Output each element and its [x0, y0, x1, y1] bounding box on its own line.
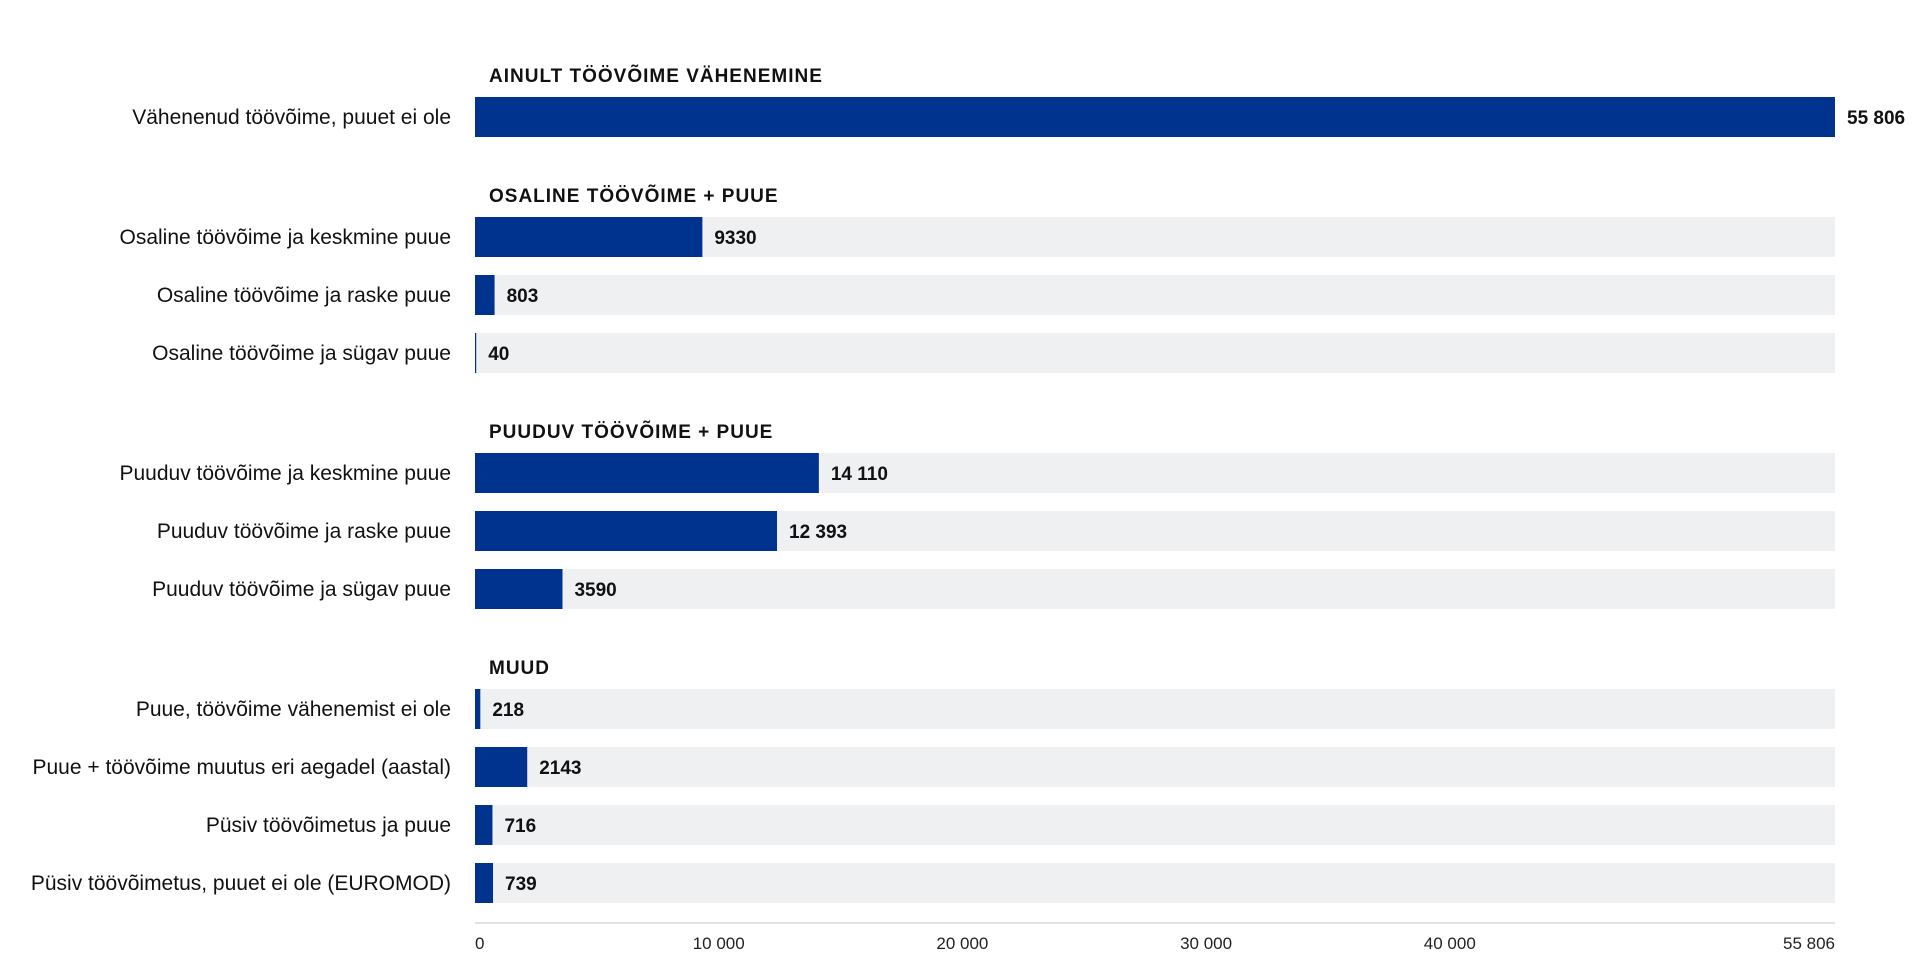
data-label: 803 [507, 286, 539, 307]
bar [475, 747, 528, 787]
group-title: MUUD [489, 658, 550, 679]
bar [475, 217, 703, 257]
category-label: Püsiv töövõimetus, puuet ei ole (EUROMOD… [31, 872, 451, 895]
data-label: 9330 [714, 228, 756, 249]
bar [475, 569, 563, 609]
bar [475, 453, 819, 493]
bar-track [475, 863, 1835, 903]
data-label: 2143 [539, 758, 581, 779]
data-label: 739 [505, 874, 537, 895]
bar-track [475, 805, 1835, 845]
bar-track [475, 333, 1835, 373]
category-label: Puuduv töövõime ja sügav puue [152, 578, 451, 601]
bar-track [475, 569, 1835, 609]
bar [475, 97, 1835, 137]
data-label: 55 806 [1847, 108, 1905, 129]
category-label: Osaline töövõime ja keskmine puue [119, 226, 451, 249]
data-label: 12 393 [789, 522, 847, 543]
data-label: 218 [492, 700, 524, 721]
tick-label: 20 000 [936, 934, 988, 953]
data-label: 14 110 [831, 464, 888, 485]
category-label: Osaline töövõime ja raske puue [157, 284, 451, 307]
category-label: Puuduv töövõime ja keskmine puue [119, 462, 451, 485]
bar-track [475, 747, 1835, 787]
bar [475, 275, 495, 315]
bar [475, 511, 778, 551]
bar [475, 863, 494, 903]
category-label: Puuduv töövõime ja raske puue [157, 520, 451, 543]
bar [475, 333, 477, 373]
bar [475, 805, 493, 845]
bar-track [475, 275, 1835, 315]
category-label: Vähenenud töövõime, puuet ei ole [132, 106, 451, 129]
data-label: 3590 [574, 580, 616, 601]
bar-track [475, 689, 1835, 729]
category-label: Püsiv töövõimetus ja puue [206, 814, 451, 837]
data-label: 40 [488, 344, 509, 365]
category-label: Puue, töövõime vähenemist ei ole [136, 698, 451, 721]
tick-label: 30 000 [1180, 934, 1232, 953]
group-title: AINULT TÖÖVÕIME VÄHENEMINE [489, 65, 823, 87]
tick-label: 40 000 [1424, 934, 1476, 953]
tick-label: 10 000 [693, 934, 745, 953]
group-title: PUUDUV TÖÖVÕIME + PUUE [489, 421, 773, 443]
bar [475, 689, 481, 729]
data-label: 716 [504, 816, 536, 837]
group-title: OSALINE TÖÖVÕIME + PUUE [489, 185, 779, 207]
category-label: Osaline töövõime ja sügav puue [152, 342, 451, 365]
tick-label: 0 [475, 934, 484, 953]
category-label: Puue + töövõime muutus eri aegadel (aast… [33, 756, 452, 779]
tick-label: 55 806 [1783, 934, 1835, 953]
